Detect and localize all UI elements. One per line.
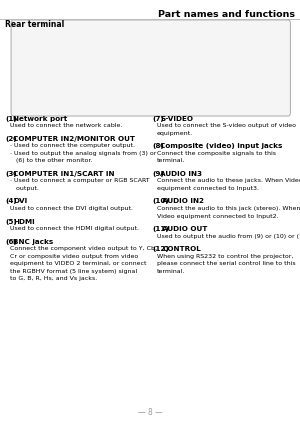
Text: BNC jacks: BNC jacks	[14, 239, 54, 245]
Text: equipment.: equipment.	[157, 131, 193, 136]
Text: terminal.: terminal.	[157, 269, 185, 274]
Text: Composite (video) input jacks: Composite (video) input jacks	[160, 143, 283, 149]
Text: AUDIO OUT: AUDIO OUT	[162, 226, 208, 232]
Text: DVI: DVI	[14, 198, 28, 204]
Text: output.: output.	[10, 186, 39, 191]
Text: Network port: Network port	[14, 116, 68, 122]
Text: to G, B, R, Hs, and Vs jacks.: to G, B, R, Hs, and Vs jacks.	[10, 276, 97, 281]
Text: COMPUTER IN2/MONITOR OUT: COMPUTER IN2/MONITOR OUT	[14, 136, 135, 142]
Text: · Used to connect a computer or RGB SCART: · Used to connect a computer or RGB SCAR…	[10, 178, 149, 184]
Text: (5): (5)	[5, 218, 17, 225]
Text: · Used to output the analog signals from (3) or: · Used to output the analog signals from…	[10, 151, 156, 156]
Text: equipment to VIDEO 2 terminal, or connect: equipment to VIDEO 2 terminal, or connec…	[10, 261, 146, 266]
Text: (10): (10)	[152, 198, 169, 204]
Text: Used to connect the network cable.: Used to connect the network cable.	[10, 123, 122, 128]
Text: Connect the component video output to Y, Cb,: Connect the component video output to Y,…	[10, 246, 157, 252]
Text: Connect the composite signals to this: Connect the composite signals to this	[157, 151, 276, 156]
Text: AUDIO IN3: AUDIO IN3	[160, 171, 202, 177]
Text: Used to output the audio from (9) or (10) or (15).: Used to output the audio from (9) or (10…	[157, 234, 300, 239]
Text: Rear terminal: Rear terminal	[5, 20, 65, 29]
Text: (8): (8)	[152, 143, 164, 149]
Text: (12): (12)	[152, 246, 169, 252]
Text: Connect the audio to these jacks. When Video: Connect the audio to these jacks. When V…	[157, 178, 300, 184]
Text: Cr or composite video output from video: Cr or composite video output from video	[10, 254, 138, 259]
Text: CONTROL: CONTROL	[162, 246, 201, 252]
Text: (6): (6)	[5, 239, 17, 245]
Text: Used to connect the DVI digital output.: Used to connect the DVI digital output.	[10, 206, 133, 211]
Text: (2): (2)	[5, 136, 17, 142]
Text: Video equipment connected to Input2.: Video equipment connected to Input2.	[157, 213, 278, 218]
Text: Used to connect the HDMI digital output.: Used to connect the HDMI digital output.	[10, 226, 139, 231]
Text: HDMI: HDMI	[14, 218, 35, 225]
Text: (4): (4)	[5, 198, 17, 204]
Text: (1): (1)	[5, 116, 17, 122]
Text: the RGBHV format (5 line system) signal: the RGBHV format (5 line system) signal	[10, 269, 137, 274]
Text: (7): (7)	[152, 116, 164, 122]
Text: When using RS232 to control the projector,: When using RS232 to control the projecto…	[157, 254, 293, 259]
Text: S-VIDEO: S-VIDEO	[160, 116, 194, 122]
Text: — 8 —: — 8 —	[138, 408, 162, 417]
Text: COMPUTER IN1/SCART IN: COMPUTER IN1/SCART IN	[14, 171, 115, 177]
Text: Part names and functions: Part names and functions	[158, 10, 296, 19]
Text: (9): (9)	[152, 171, 164, 177]
Text: equipment connected to Input3.: equipment connected to Input3.	[157, 186, 259, 191]
Text: terminal.: terminal.	[157, 159, 185, 163]
Text: Connect the audio to this jack (stereo). When: Connect the audio to this jack (stereo).…	[157, 206, 300, 211]
Text: · Used to connect the computer output.: · Used to connect the computer output.	[10, 144, 135, 148]
Text: (11): (11)	[152, 226, 169, 232]
Text: Used to connect the S-video output of video: Used to connect the S-video output of vi…	[157, 123, 296, 128]
Text: please connect the serial control line to this: please connect the serial control line t…	[157, 261, 295, 266]
Text: AUDIO IN2: AUDIO IN2	[162, 198, 204, 204]
Text: (6) to the other monitor.: (6) to the other monitor.	[10, 159, 92, 163]
FancyBboxPatch shape	[11, 20, 290, 116]
Text: (3): (3)	[5, 171, 17, 177]
